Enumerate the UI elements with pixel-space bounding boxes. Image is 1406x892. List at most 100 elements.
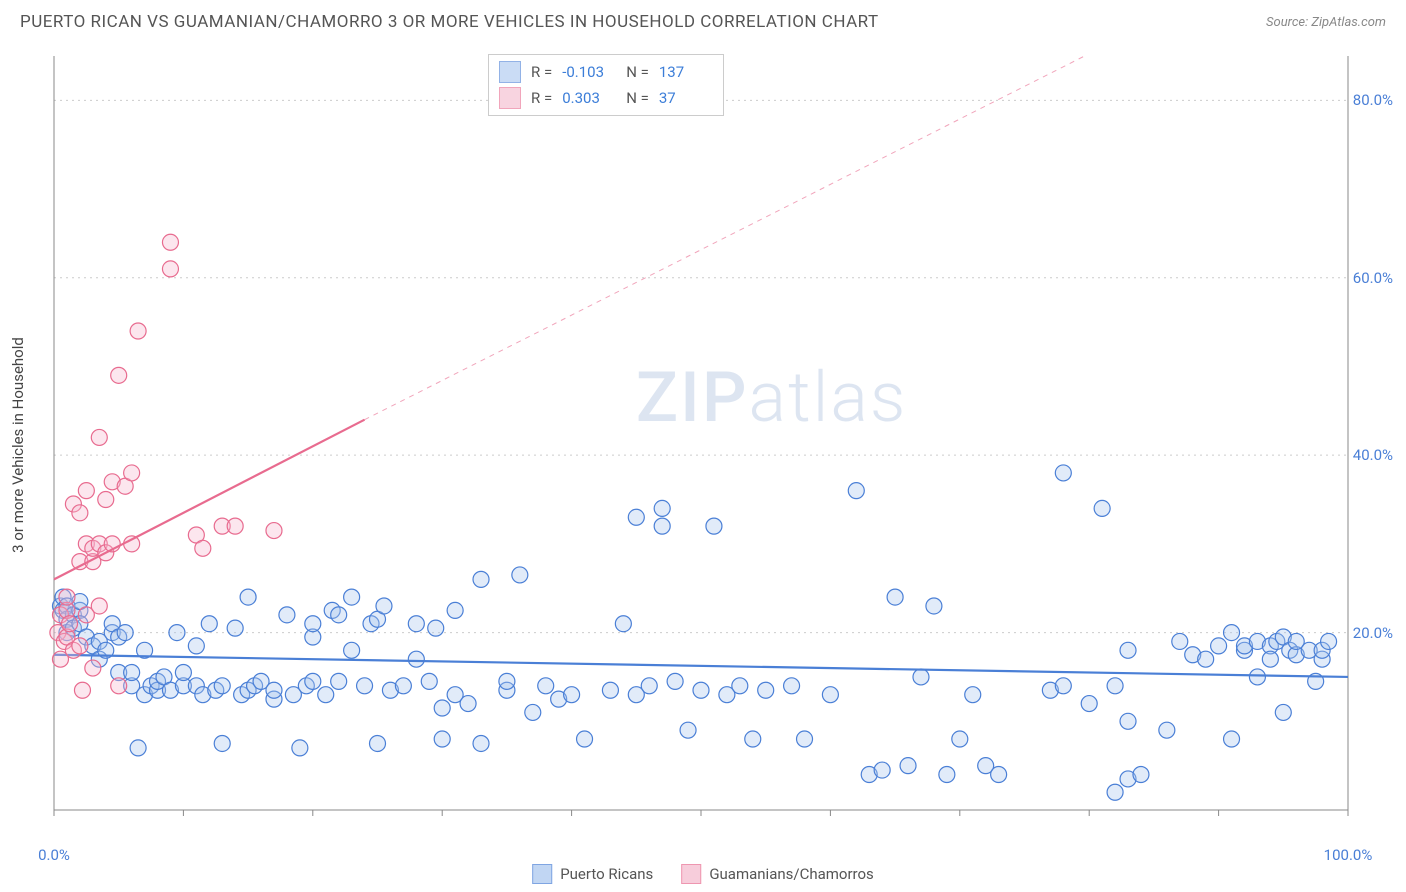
data-point [188,638,204,654]
data-point [91,429,107,445]
legend-item: Puerto Ricans [532,864,653,884]
legend-swatch [499,87,521,109]
data-point [1055,678,1071,694]
data-point [370,735,386,751]
data-point [331,607,347,623]
data-point [395,678,411,694]
data-point [797,731,813,747]
data-point [939,767,955,783]
data-point [214,735,230,751]
data-point [926,598,942,614]
legend-row: R =-0.103N =137 [499,59,713,85]
legend-n-value: 137 [659,63,713,81]
legend-swatch [499,61,521,83]
data-point [499,673,515,689]
data-point [784,678,800,694]
data-point [1211,638,1227,654]
data-point [654,500,670,516]
data-point [344,642,360,658]
data-point [1133,767,1149,783]
data-point [175,665,191,681]
data-point [117,625,133,641]
legend-r-label: R = [531,63,552,81]
legend-n-value: 37 [659,89,713,107]
data-point [408,616,424,632]
data-point [72,505,88,521]
data-point [240,589,256,605]
data-point [1262,651,1278,667]
data-point [887,589,903,605]
data-point [641,678,657,694]
chart-container: 3 or more Vehicles in Household ZIPatlas… [48,50,1388,840]
data-point [169,625,185,641]
data-point [227,620,243,636]
chart-title: PUERTO RICAN VS GUAMANIAN/CHAMORRO 3 OR … [20,12,879,32]
data-point [1055,465,1071,481]
data-point [305,673,321,689]
data-point [85,660,101,676]
data-point [577,731,593,747]
source-attribution: Source: ZipAtlas.com [1266,15,1386,30]
y-tick-label: 20.0% [1353,624,1393,642]
data-point [78,483,94,499]
data-point [1321,633,1337,649]
data-point [130,323,146,339]
data-point [447,602,463,618]
y-tick-label: 40.0% [1353,446,1393,464]
data-point [564,687,580,703]
data-point [266,682,282,698]
data-point [602,682,618,698]
data-point [195,540,211,556]
data-point [991,767,1007,783]
y-tick-label: 80.0% [1353,91,1393,109]
data-point [693,682,709,698]
y-tick-label: 60.0% [1353,269,1393,287]
data-point [305,616,321,632]
data-point [214,678,230,694]
data-point [428,620,444,636]
data-point [124,665,140,681]
data-point [74,682,90,698]
data-point [434,700,450,716]
correlation-legend: R =-0.103N =137R =0.303N =37 [488,54,724,116]
data-point [344,589,360,605]
data-point [408,651,424,667]
legend-n-label: N = [626,63,649,81]
series-legend: Puerto RicansGuamanians/Chamorros [532,864,874,884]
data-point [628,509,644,525]
data-point [654,518,670,534]
data-point [421,673,437,689]
data-point [1107,678,1123,694]
data-point [745,731,761,747]
data-point [318,687,334,703]
data-point [1224,731,1240,747]
data-point [292,740,308,756]
data-point [706,518,722,534]
data-point [758,682,774,698]
data-point [162,234,178,250]
data-point [331,673,347,689]
data-point [357,678,373,694]
data-point [874,762,890,778]
data-point [952,731,968,747]
data-point [900,758,916,774]
legend-swatch [681,864,701,884]
data-point [201,616,217,632]
legend-row: R =0.303N =37 [499,85,713,111]
data-point [732,678,748,694]
legend-label: Puerto Ricans [560,865,653,883]
x-tick-label: 0.0% [38,846,70,864]
data-point [124,465,140,481]
data-point [376,598,392,614]
data-point [62,616,78,632]
data-point [680,722,696,738]
data-point [913,669,929,685]
data-point [434,731,450,747]
data-point [1120,642,1136,658]
data-point [538,678,554,694]
legend-n-label: N = [626,89,649,107]
data-point [615,616,631,632]
data-point [1081,696,1097,712]
data-point [1094,500,1110,516]
legend-r-value: 0.303 [562,89,616,107]
